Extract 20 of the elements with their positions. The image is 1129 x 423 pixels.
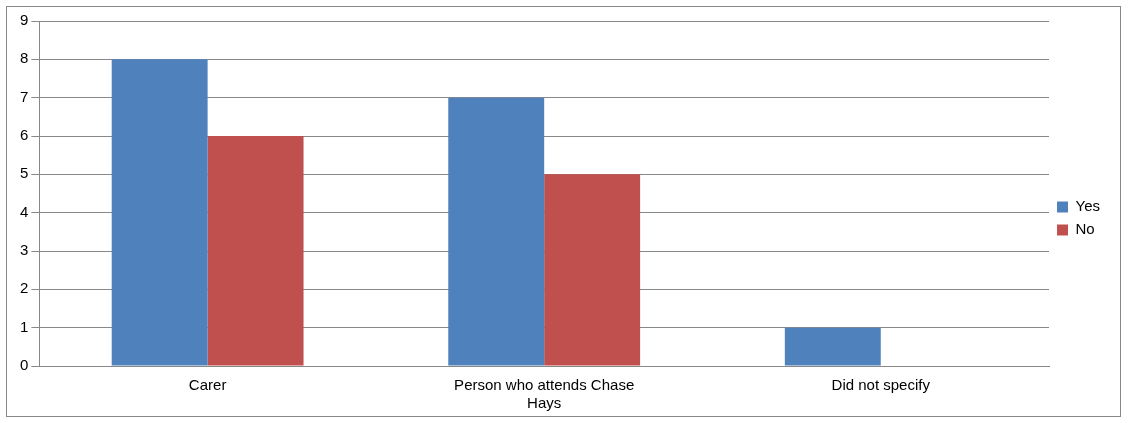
y-tick-label: 2 bbox=[20, 279, 29, 297]
y-tick-label: 7 bbox=[20, 87, 29, 105]
x-tick-label: Carer bbox=[188, 376, 227, 394]
y-tick-label: 9 bbox=[20, 11, 29, 29]
bar bbox=[784, 327, 881, 366]
bar bbox=[207, 136, 304, 366]
y-tick-label: 1 bbox=[20, 317, 29, 335]
y-tick-label: 5 bbox=[20, 164, 29, 182]
y-tick-label: 3 bbox=[20, 241, 29, 259]
y-tick-label: 8 bbox=[20, 49, 29, 67]
x-tick-label: Did not specify bbox=[831, 376, 931, 394]
x-tick-label: Person who attends Chase Hays bbox=[454, 376, 635, 412]
y-tick-label: 0 bbox=[20, 356, 29, 374]
bar bbox=[544, 174, 641, 366]
y-tick-label: 4 bbox=[20, 202, 29, 220]
y-tick-label: 6 bbox=[20, 126, 29, 144]
bar bbox=[448, 97, 545, 366]
bar bbox=[111, 59, 208, 366]
legend-label: Yes bbox=[1075, 197, 1101, 215]
legend-label: No bbox=[1075, 220, 1095, 238]
